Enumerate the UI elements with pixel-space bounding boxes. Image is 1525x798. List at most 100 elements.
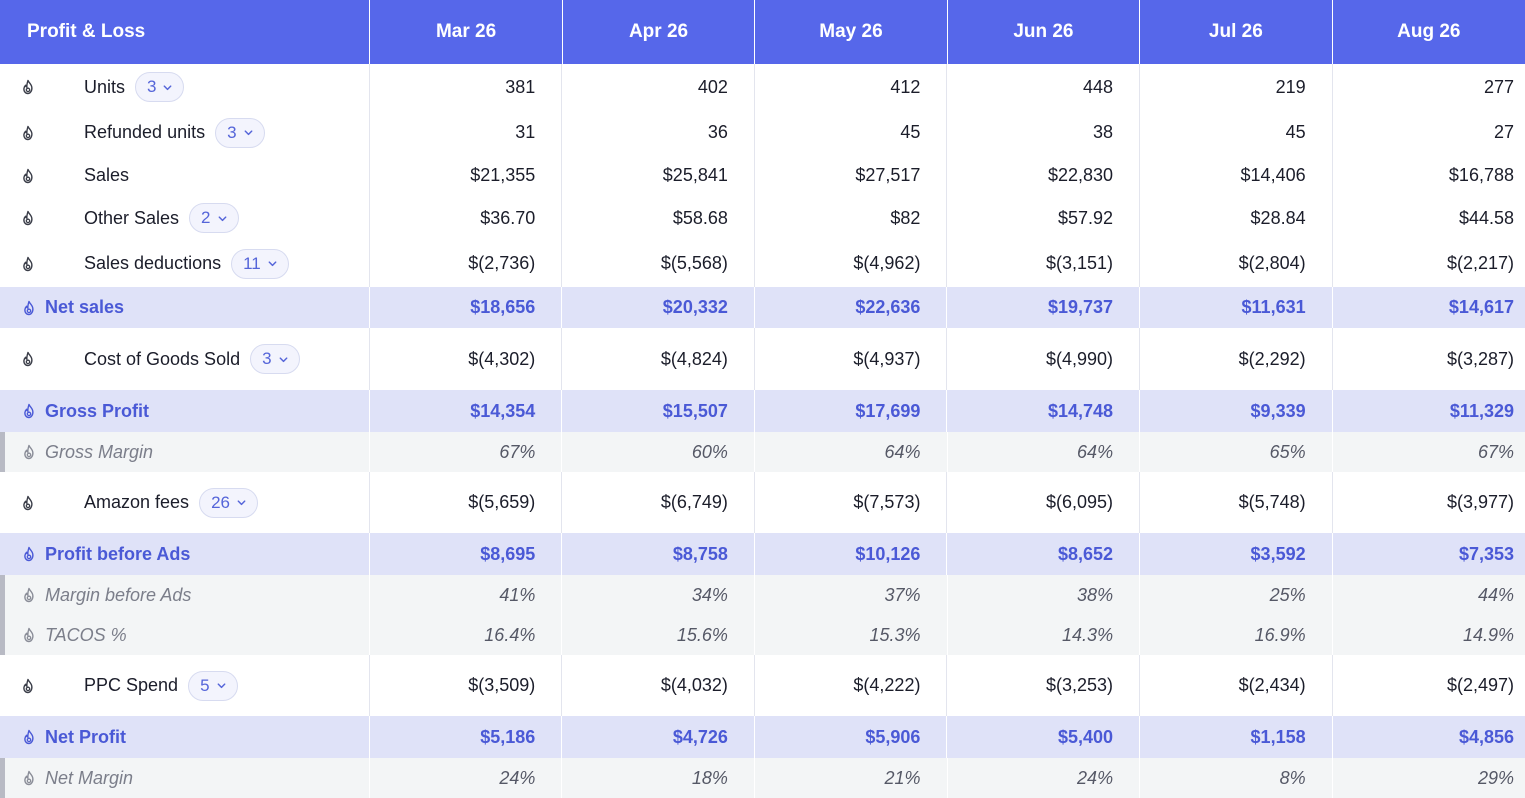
chevron-down-icon xyxy=(162,82,173,93)
value-cell: $4,726 xyxy=(562,716,755,758)
column-header-month[interactable]: Mar 26 xyxy=(370,0,563,64)
value-cell: 15.3% xyxy=(755,615,948,655)
expand-badge[interactable]: 11 xyxy=(231,248,289,279)
flame-icon xyxy=(20,79,36,95)
value-cell: $1,158 xyxy=(1140,716,1333,758)
value-cell: $(3,287) xyxy=(1446,348,1514,369)
value-cell: 402 xyxy=(562,64,755,110)
value-cell: $7,353 xyxy=(1458,543,1514,564)
expand-badge[interactable]: 3 xyxy=(215,117,265,148)
row-units: Units 3 381 402 412 448 219 277 xyxy=(0,64,1525,110)
value-cell: $(6,749) xyxy=(562,472,755,533)
badge-count: 3 xyxy=(227,122,237,142)
value-cell: 16.4% xyxy=(370,615,563,655)
value-cell: $(5,568) xyxy=(562,240,755,287)
row-margin-before-ads: Margin before Ads 41% 34% 37% 38% 25% 44% xyxy=(0,575,1525,615)
value-cell: 24% xyxy=(370,758,563,798)
row-net-margin: Net Margin 24% 18% 21% 24% 8% 29% xyxy=(0,758,1525,798)
value-cell: 14.3% xyxy=(948,615,1141,655)
value-cell: $(4,962) xyxy=(755,240,948,287)
row-label: Net Profit xyxy=(45,726,126,747)
value-cell: $(4,937) xyxy=(755,328,948,390)
column-header-month[interactable]: May 26 xyxy=(755,0,948,64)
row-other-sales: Other Sales 2 $36.70 $58.68 $82 $57.92 $28.84 $… xyxy=(0,196,1525,240)
flame-icon xyxy=(20,210,36,226)
value-cell: $(4,990) xyxy=(947,328,1141,390)
flame-icon xyxy=(21,627,37,643)
badge-count: 5 xyxy=(200,675,210,695)
flame-icon xyxy=(20,351,36,367)
value-cell: $11,631 xyxy=(1140,287,1333,328)
row-label-cell: Gross Margin xyxy=(0,432,370,472)
value-cell: $14,617 xyxy=(1448,297,1514,317)
value-cell: 64% xyxy=(948,432,1141,472)
value-cell: 44% xyxy=(1478,584,1515,605)
value-cell: 8% xyxy=(1140,758,1333,798)
value-cell: $(2,434) xyxy=(1140,655,1333,716)
expand-badge[interactable]: 5 xyxy=(188,670,238,701)
value-cell: 219 xyxy=(1140,64,1333,110)
flame-icon xyxy=(20,495,36,511)
value-cell: $8,652 xyxy=(947,533,1141,575)
row-label-cell: Units 3 xyxy=(0,64,370,110)
row-label: Gross Margin xyxy=(45,441,154,462)
value-cell: 29% xyxy=(1478,767,1515,788)
value-cell: $19,737 xyxy=(947,287,1141,328)
value-cell: 31 xyxy=(370,110,563,155)
column-header-month[interactable]: Jul 26 xyxy=(1140,0,1333,64)
row-tacos: TACOS % 16.4% 15.6% 15.3% 14.3% 16.9% 14.9% xyxy=(0,615,1525,655)
row-label-cell: Profit before Ads xyxy=(0,533,370,575)
row-refunded-units: Refunded units 3 31 36 45 38 45 27 xyxy=(0,110,1525,155)
value-cell: 64% xyxy=(755,432,948,472)
row-label: PPC Spend xyxy=(84,675,179,695)
value-cell: $57.92 xyxy=(947,196,1141,240)
value-cell: 67% xyxy=(370,432,563,472)
row-label: Refunded units xyxy=(84,122,206,142)
row-label-cell: Refunded units 3 xyxy=(0,110,370,155)
column-header-month[interactable]: Jun 26 xyxy=(948,0,1141,64)
expand-badge[interactable]: 3 xyxy=(135,72,185,102)
row-ppc-spend: PPC Spend 5 $(3,509) $(4,032) $(4,222) $(3,25… xyxy=(0,655,1525,716)
value-cell: 16.9% xyxy=(1140,615,1333,655)
value-cell: $5,906 xyxy=(755,716,948,758)
value-cell: $(4,824) xyxy=(562,328,755,390)
row-label: Net Margin xyxy=(45,767,134,788)
column-header-month[interactable]: Aug 26 xyxy=(1397,21,1461,42)
value-cell: $22,830 xyxy=(947,155,1141,196)
value-cell: $28.84 xyxy=(1140,196,1333,240)
row-label-cell: Sales deductions 11 xyxy=(0,240,370,287)
value-cell: $8,695 xyxy=(370,533,563,575)
row-label: Cost of Goods Sold xyxy=(84,348,241,369)
chevron-down-icon xyxy=(216,680,227,691)
value-cell: $(2,217) xyxy=(1446,253,1514,273)
badge-count: 11 xyxy=(243,253,261,273)
value-cell: 38% xyxy=(948,575,1141,615)
value-cell: $(3,977) xyxy=(1446,492,1514,512)
expand-badge[interactable]: 26 xyxy=(199,487,258,518)
value-cell: $15,507 xyxy=(562,390,755,432)
badge-count: 26 xyxy=(211,492,230,512)
row-profit-before-ads: Profit before Ads $8,695 $8,758 $10,126 $8,6… xyxy=(0,533,1525,575)
value-cell: $82 xyxy=(755,196,948,240)
value-cell: $11,329 xyxy=(1449,400,1514,421)
row-label: Units xyxy=(84,76,126,97)
row-cost-of-goods-sold: Cost of Goods Sold 3 $(4,302) $(4,824) $(4,9… xyxy=(0,328,1525,390)
value-cell: 41% xyxy=(370,575,563,615)
value-cell: 21% xyxy=(755,758,948,798)
expand-badge[interactable]: 3 xyxy=(250,344,300,374)
row-label-cell: Net sales xyxy=(0,287,370,328)
row-label: Net sales xyxy=(45,297,125,317)
row-label-cell: Net Margin xyxy=(0,758,370,798)
row-label-cell: Gross Profit xyxy=(0,390,370,432)
expand-badge[interactable]: 2 xyxy=(189,203,239,233)
value-cell: 45 xyxy=(755,110,948,155)
value-cell: $(2,292) xyxy=(1140,328,1333,390)
chevron-down-icon xyxy=(217,213,228,224)
value-cell: $44.58 xyxy=(1458,207,1514,228)
value-cell: 34% xyxy=(562,575,755,615)
value-cell: 15.6% xyxy=(562,615,755,655)
row-label: Sales xyxy=(84,165,130,185)
column-header-month[interactable]: Apr 26 xyxy=(563,0,756,64)
value-cell: 65% xyxy=(1140,432,1333,472)
value-cell: $16,788 xyxy=(1448,165,1514,185)
